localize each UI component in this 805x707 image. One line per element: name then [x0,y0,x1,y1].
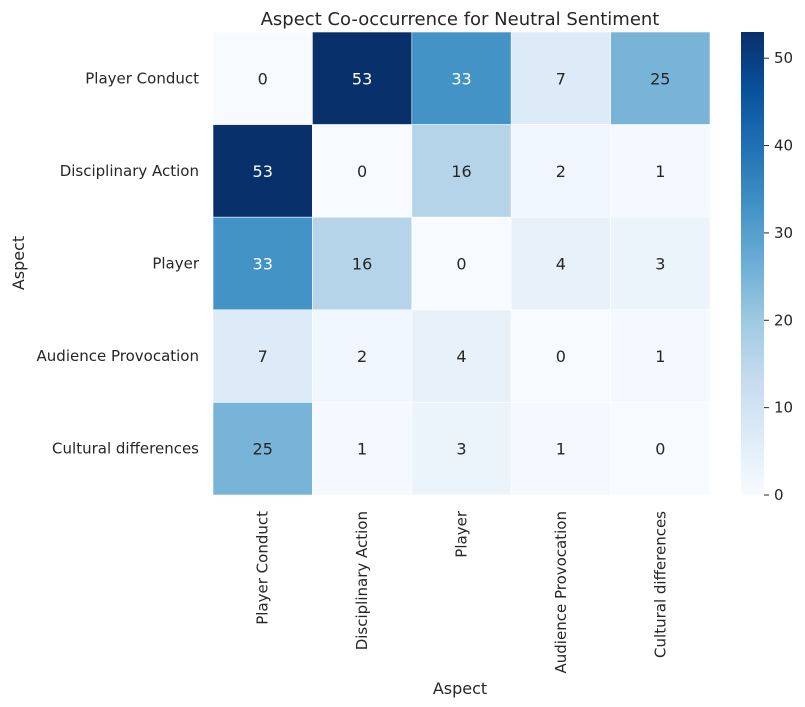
x-tick-label: Player Conduct [254,511,272,625]
cell-value-label: 1 [655,162,665,181]
y-tick-label: Player Conduct [85,69,199,87]
x-axis-ticks: Player Conduct Disciplinary Action Player A… [254,510,670,673]
cell-value-label: 25 [253,440,273,459]
heatmap-cell [411,309,512,403]
heatmap-cell [312,31,413,125]
cell-value-label: 3 [655,255,665,274]
cell-value-label: 4 [456,347,466,366]
cell-value-label: 2 [556,162,566,181]
cell-value-label: 0 [556,347,566,366]
cell-value-label: 33 [253,255,273,274]
heatmap-cell [610,31,711,125]
x-tick-label: Cultural differences [651,511,669,658]
heatmap-cell [610,309,711,403]
heatmap-cell [411,402,512,496]
heatmap-cell [312,309,413,403]
cell-value-label: 2 [357,347,367,366]
cell-value-label: 4 [556,255,566,274]
x-tick-label: Disciplinary Action [353,511,371,650]
heatmap-cell [411,216,512,311]
heatmap-cell [312,402,413,496]
heatmap-cell [212,124,313,218]
heatmap-cell [610,402,711,496]
y-tick-label: Cultural differences [52,440,199,458]
cell-value-label: 53 [253,162,273,181]
heatmap-cell [312,124,413,218]
heatmap-cell [610,124,711,218]
heatmap-cell [212,402,313,496]
cell-value-label: 53 [352,69,372,88]
colorbar-tick-label: 0 [774,486,784,504]
cell-value-label: 0 [655,440,665,459]
y-axis-label: Aspect [9,236,28,290]
colorbar-tick-label: 30 [774,224,793,242]
y-tick-label: Disciplinary Action [60,162,199,180]
cell-value-label: 3 [456,440,466,459]
cell-value-label: 7 [556,69,566,88]
colorbar-tick-label: 50 [774,49,793,67]
cell-value-label: 1 [357,440,367,459]
heatmap-cell [411,31,512,125]
cell-value-label: 1 [556,440,566,459]
cell-value-label: 1 [655,347,665,366]
cell-value-label: 25 [650,69,670,88]
heatmap-cell [510,309,611,403]
cell-value-label: 16 [352,255,372,274]
cell-value-label: 0 [258,69,268,88]
cell-value-label: 0 [456,255,466,274]
heatmap-cell [510,31,611,125]
colorbar-gradient [741,32,764,495]
heatmap-cell [411,124,512,218]
colorbar: 0 10 20 30 40 50 [741,32,793,504]
heatmap-cell [212,309,313,403]
colorbar-tick-label: 10 [774,399,793,417]
heatmap-cell [312,216,413,311]
x-tick-label: Player [453,510,471,558]
x-axis-label: Aspect [433,679,487,698]
y-tick-label: Player [152,255,200,273]
cell-value-label: 0 [357,162,367,181]
chart-title: Aspect Co-occurrence for Neutral Sentime… [261,9,660,30]
colorbar-tick-label: 20 [774,311,793,329]
y-axis-ticks: Player Conduct Disciplinary Action Player A… [37,69,200,457]
x-tick-label: Audience Provocation [552,511,570,673]
heatmap-cell [510,216,611,311]
colorbar-tick-label: 40 [774,137,793,155]
cell-value-label: 16 [451,162,471,181]
y-tick-label: Audience Provocation [37,347,199,365]
heatmap-cell [212,31,313,125]
cell-value-label: 33 [451,69,471,88]
cell-value-label: 7 [258,347,268,366]
heatmap-cell [610,216,711,311]
